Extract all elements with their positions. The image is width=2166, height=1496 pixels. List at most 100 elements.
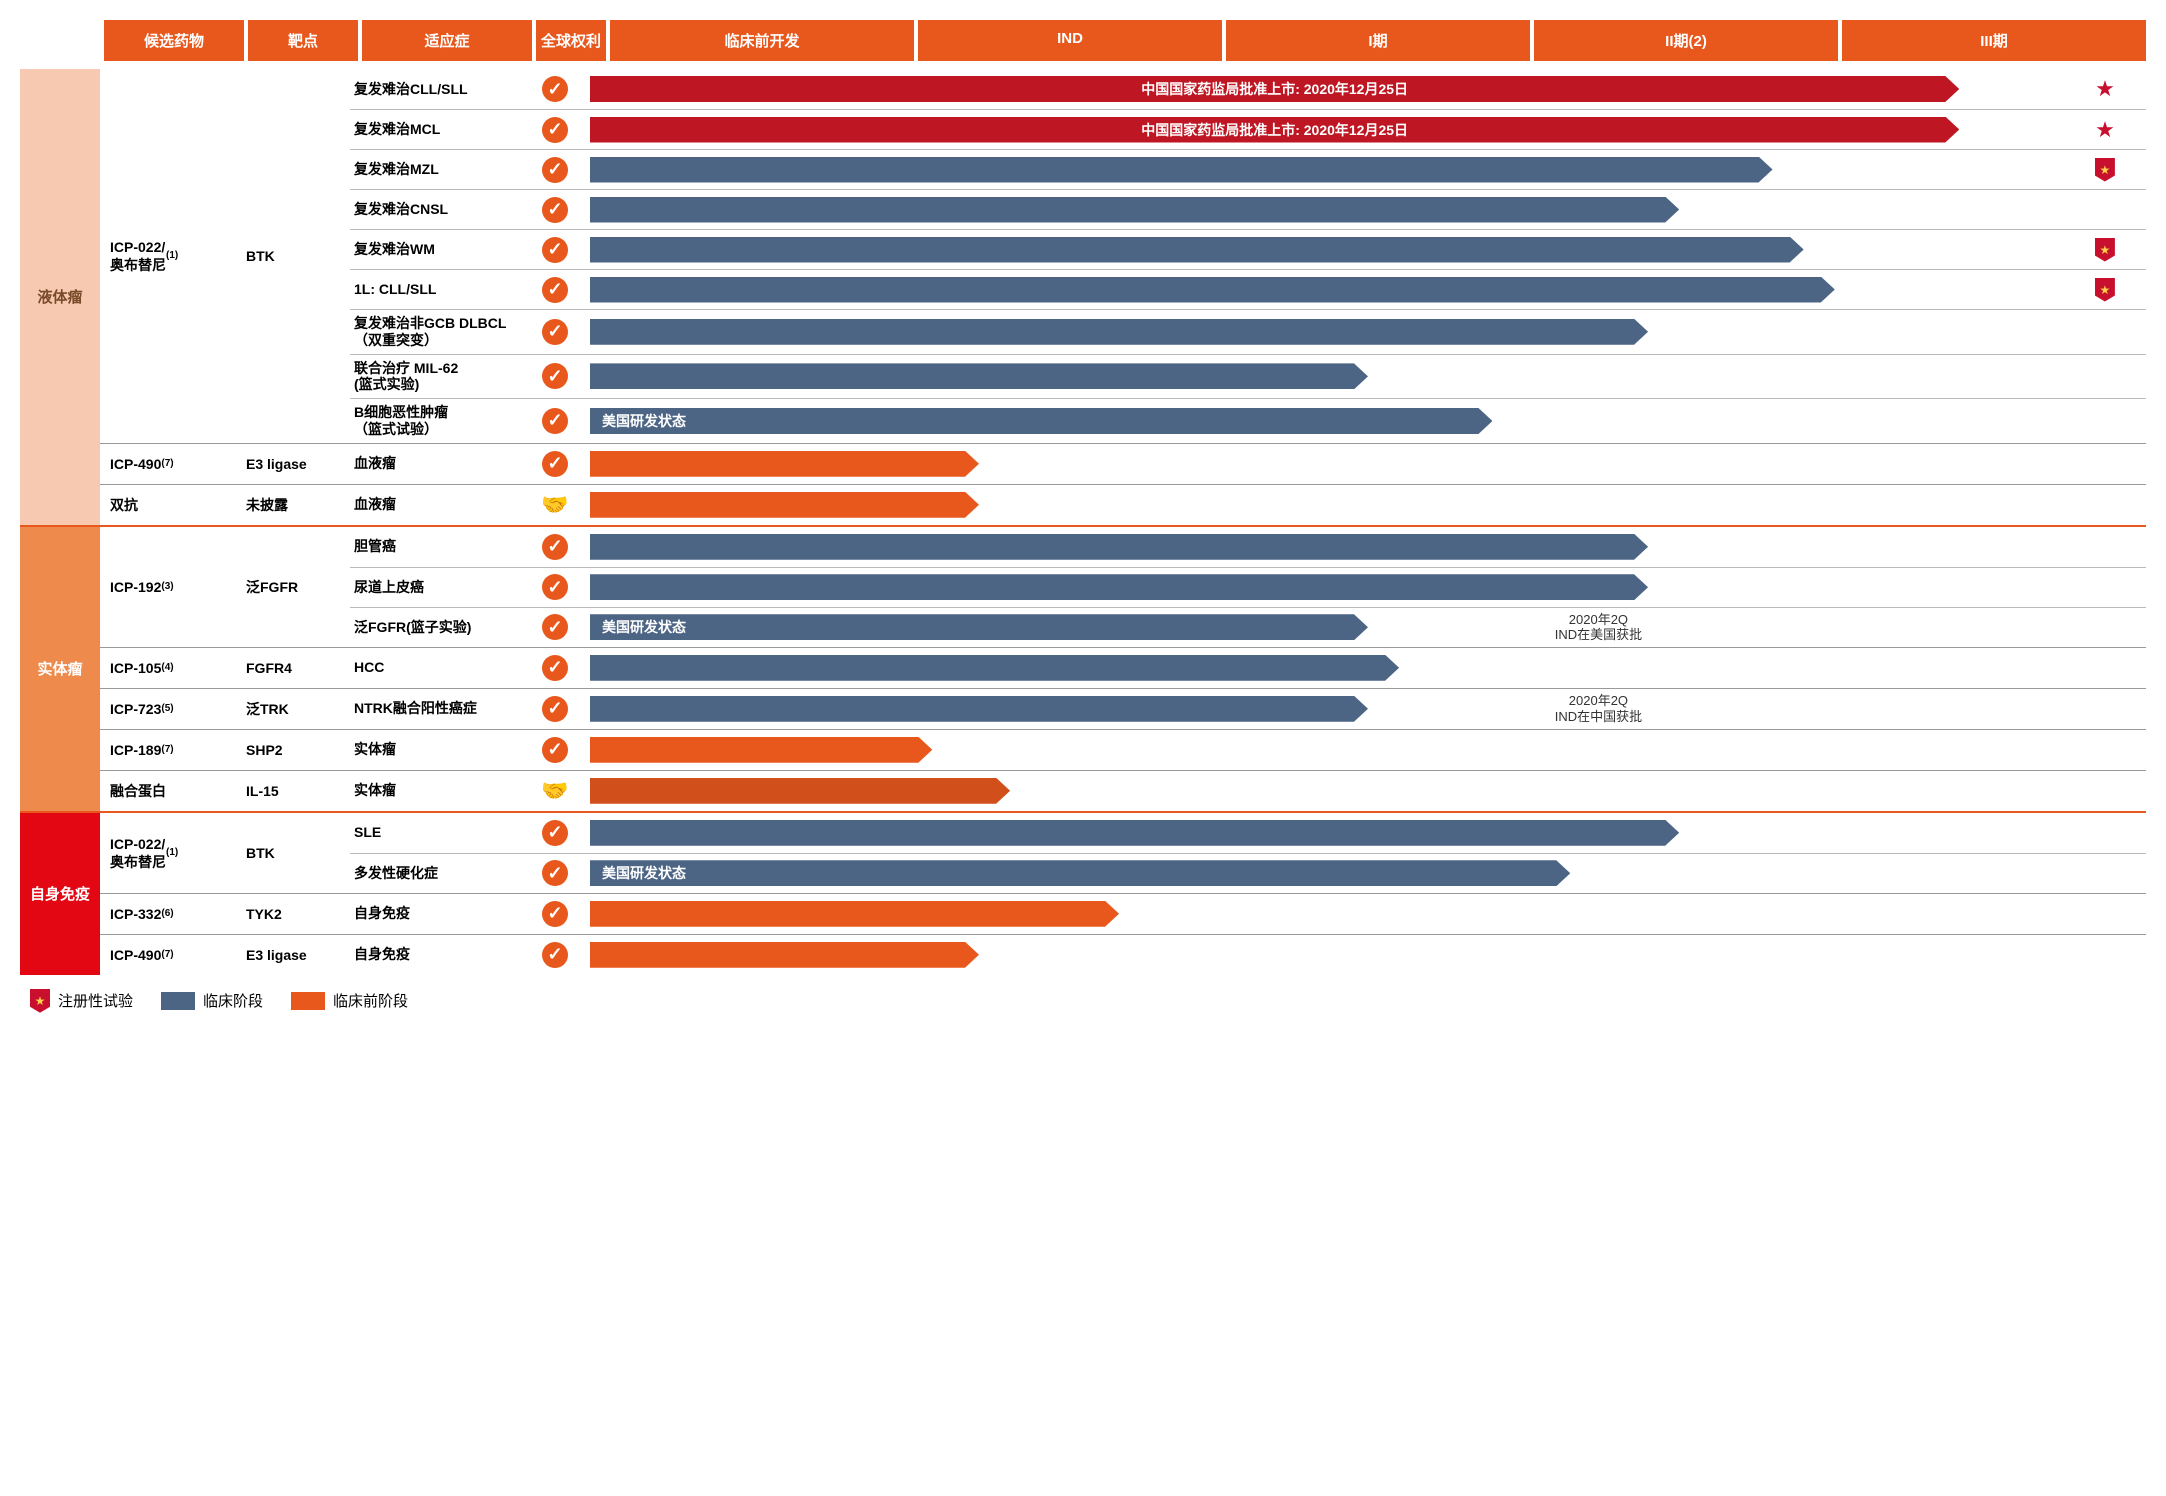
- indication-row: 血液瘤🤝: [350, 485, 2146, 525]
- indications: 自身免疫✓: [350, 935, 2146, 975]
- bar-area: [590, 898, 2146, 930]
- drug-target: 泛TRK: [240, 689, 350, 729]
- indication-row: 自身免疫✓: [350, 935, 2146, 975]
- rights-cell: ✓: [520, 942, 590, 968]
- indication-name: NTRK融合阳性癌症: [350, 698, 520, 719]
- progress-bar: [590, 574, 1648, 600]
- legend-registrational: 注册性试验: [30, 989, 133, 1013]
- legend-registrational-label: 注册性试验: [58, 990, 133, 1011]
- category-liquid: 液体瘤ICP-022/奥布替尼(1)BTK复发难治CLL/SLL✓中国国家药监局…: [20, 69, 2146, 525]
- check-icon: ✓: [542, 942, 568, 968]
- progress-bar: [590, 492, 979, 518]
- progress-bar: [590, 157, 1773, 183]
- bar-area: [590, 775, 2146, 807]
- badge-icon: [2095, 238, 2115, 262]
- check-icon: ✓: [542, 451, 568, 477]
- rights-cell: ✓: [520, 117, 590, 143]
- rights-cell: ✓: [520, 737, 590, 763]
- bar-area: [590, 531, 2146, 563]
- indications: 血液瘤✓: [350, 444, 2146, 484]
- progress-bar: [590, 737, 932, 763]
- rights-cell: ✓: [520, 363, 590, 389]
- bar-area: [590, 571, 2146, 603]
- rights-cell: ✓: [520, 157, 590, 183]
- rights-cell: ✓: [520, 197, 590, 223]
- progress-bar: [590, 655, 1399, 681]
- check-icon: ✓: [542, 76, 568, 102]
- indication-row: 复发难治CNSL✓: [350, 189, 2146, 229]
- indication-name: 复发难治非GCB DLBCL（双重突变）: [350, 313, 520, 351]
- rights-cell: ✓: [520, 901, 590, 927]
- star-icon: ★: [2095, 76, 2115, 102]
- bar-area: [590, 817, 2146, 849]
- bar-area: [590, 489, 2146, 521]
- drug-group: 融合蛋白IL-15实体瘤🤝: [100, 770, 2146, 811]
- drug-target: IL-15: [240, 771, 350, 811]
- bar-area: 美国研发状态: [590, 405, 2146, 437]
- indications: 自身免疫✓: [350, 894, 2146, 934]
- indications: 复发难治CLL/SLL✓中国国家药监局批准上市: 2020年12月25日★复发难…: [350, 69, 2146, 443]
- check-icon: ✓: [542, 696, 568, 722]
- drug-group: ICP-105(4)FGFR4HCC✓: [100, 647, 2146, 688]
- rights-cell: ✓: [520, 574, 590, 600]
- drug-target: 未披露: [240, 485, 350, 525]
- category-rows: ICP-192(3)泛FGFR胆管癌✓尿道上皮癌✓泛FGFR(篮子实验)✓美国研…: [100, 527, 2146, 811]
- rights-cell: ✓: [520, 696, 590, 722]
- bar-area: [590, 234, 2146, 266]
- rights-cell: ✓: [520, 408, 590, 434]
- indication-row: B细胞恶性肿瘤（篮式试验）✓美国研发状态: [350, 398, 2146, 443]
- indication-row: HCC✓: [350, 648, 2146, 688]
- drug-group: ICP-022/奥布替尼(1)BTK复发难治CLL/SLL✓中国国家药监局批准上…: [100, 69, 2146, 443]
- check-icon: ✓: [542, 237, 568, 263]
- indications: NTRK融合阳性癌症 ✓ 2020年2QIND在中国获批: [350, 689, 2146, 729]
- indication-name: B细胞恶性肿瘤（篮式试验）: [350, 402, 520, 440]
- drug-target: SHP2: [240, 730, 350, 770]
- indication-name: HCC: [350, 657, 520, 678]
- progress-bar: 美国研发状态: [590, 614, 1368, 640]
- indication-row: 多发性硬化症✓美国研发状态: [350, 853, 2146, 893]
- indications: SLE✓多发性硬化症✓美国研发状态: [350, 813, 2146, 893]
- category-autoimmune: 自身免疫ICP-022/奥布替尼(1)BTKSLE✓多发性硬化症✓美国研发状态I…: [20, 811, 2146, 975]
- progress-bar: [590, 451, 979, 477]
- progress-bar: [590, 319, 1648, 345]
- check-icon: ✓: [542, 534, 568, 560]
- progress-bar: 中国国家药监局批准上市: 2020年12月25日: [590, 76, 1959, 102]
- bar-area: [590, 274, 2146, 306]
- category-label: 实体瘤: [20, 527, 100, 811]
- indication-row: 胆管癌✓: [350, 527, 2146, 567]
- rights-cell: ✓: [520, 820, 590, 846]
- progress-bar: [590, 277, 1835, 303]
- check-icon: ✓: [542, 197, 568, 223]
- header-row: 候选药物 靶点 适应症 全球权利 临床前开发INDI期II期(2)III期: [20, 20, 2146, 61]
- indication-name: 联合治疗 MIL-62(篮式实验): [350, 358, 520, 396]
- bar-annotation: 2020年2QIND在中国获批: [1555, 693, 1642, 724]
- bar-area: [590, 448, 2146, 480]
- drug-target: FGFR4: [240, 648, 350, 688]
- chart-body: 液体瘤ICP-022/奥布替尼(1)BTK复发难治CLL/SLL✓中国国家药监局…: [20, 69, 2146, 975]
- drug-target: BTK: [240, 69, 350, 443]
- progress-bar: [590, 820, 1679, 846]
- drug-name: ICP-490(7): [100, 444, 240, 484]
- rights-cell: ✓: [520, 319, 590, 345]
- drug-name: ICP-105(4): [100, 648, 240, 688]
- badge-icon: [2095, 158, 2115, 182]
- swatch-clinical: [161, 992, 195, 1010]
- star-icon: ★: [2095, 117, 2115, 143]
- drug-group: 双抗未披露血液瘤🤝: [100, 484, 2146, 525]
- indications: 胆管癌✓尿道上皮癌✓泛FGFR(篮子实验)✓美国研发状态2020年2QIND在美…: [350, 527, 2146, 647]
- drug-name: ICP-022/奥布替尼(1): [100, 813, 240, 893]
- check-icon: ✓: [542, 901, 568, 927]
- drug-name: 融合蛋白: [100, 771, 240, 811]
- phase-headers: 临床前开发INDI期II期(2)III期: [610, 20, 2146, 61]
- header-phase-0: 临床前开发: [610, 20, 914, 61]
- indication-row: 泛FGFR(篮子实验)✓美国研发状态2020年2QIND在美国获批: [350, 607, 2146, 647]
- rights-cell: ✓: [520, 534, 590, 560]
- indication-row: 尿道上皮癌✓: [350, 567, 2146, 607]
- bar-area: [590, 360, 2146, 392]
- indication-row: 血液瘤✓: [350, 444, 2146, 484]
- drug-name: ICP-189(7): [100, 730, 240, 770]
- indication-row: 实体瘤🤝: [350, 771, 2146, 811]
- rights-cell: ✓: [520, 860, 590, 886]
- header-phase-3: II期(2): [1534, 20, 1838, 61]
- rights-cell: ✓: [520, 655, 590, 681]
